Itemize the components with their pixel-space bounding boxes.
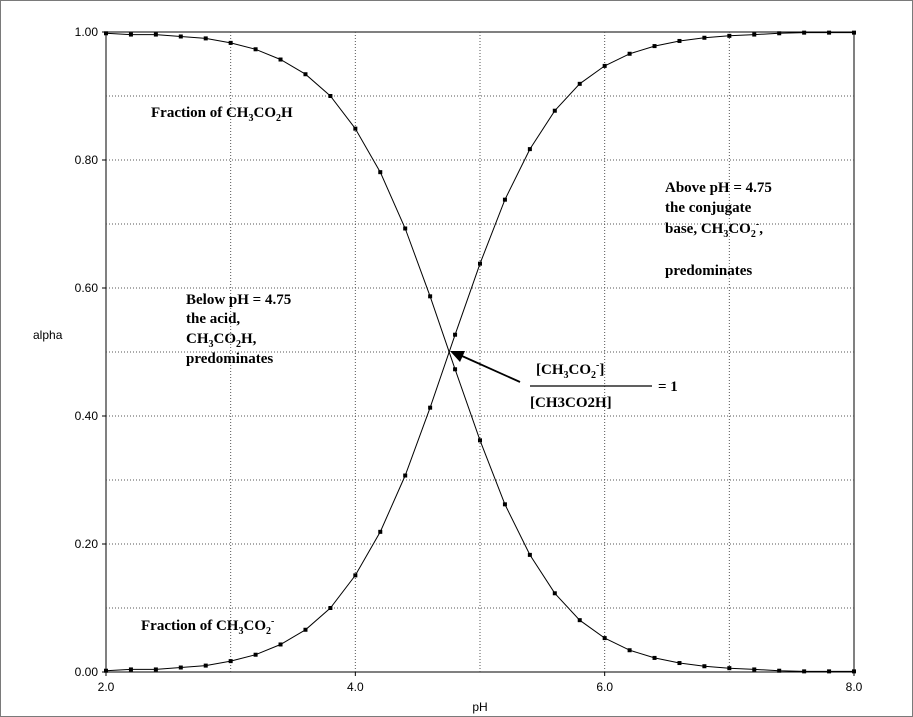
y-tick-label: 0.00 <box>75 665 99 679</box>
y-axis-title: alpha <box>33 328 63 342</box>
data-point <box>602 636 607 641</box>
data-point <box>552 591 557 596</box>
data-point <box>777 31 782 36</box>
data-point <box>752 667 757 672</box>
x-tick-label: 2.0 <box>98 680 115 694</box>
data-point <box>577 81 582 86</box>
data-point <box>827 669 832 674</box>
data-point <box>228 40 233 45</box>
data-point <box>128 667 133 672</box>
data-point <box>353 126 358 131</box>
y-tick-label: 0.60 <box>75 281 99 295</box>
x-axis-title: pH <box>472 700 487 714</box>
y-tick-label: 0.40 <box>75 409 99 423</box>
data-point <box>253 652 258 657</box>
data-point <box>253 47 258 52</box>
y-tick-label: 0.80 <box>75 153 99 167</box>
data-point <box>203 663 208 668</box>
data-point <box>104 31 108 36</box>
svg-text:predominates: predominates <box>186 351 273 367</box>
svg-text:predominates: predominates <box>665 263 752 279</box>
data-point <box>328 94 333 98</box>
svg-text:base, CH3CO2-,: base, CH3CO2-, <box>665 219 763 240</box>
data-point <box>502 197 507 202</box>
data-point <box>552 108 557 113</box>
data-point <box>178 665 183 670</box>
data-point <box>378 529 383 534</box>
data-point <box>403 226 408 231</box>
x-tick-label: 4.0 <box>347 680 364 694</box>
data-point <box>303 627 308 632</box>
data-point <box>128 32 133 37</box>
series-layer <box>104 30 856 674</box>
data-point <box>727 666 732 671</box>
data-point <box>652 655 657 660</box>
data-point <box>652 44 657 49</box>
data-point <box>752 32 757 37</box>
data-point <box>278 57 283 62</box>
svg-text:the conjugate: the conjugate <box>665 200 752 216</box>
data-point <box>478 438 482 443</box>
x-tick-label: 8.0 <box>846 680 863 694</box>
data-point <box>852 30 856 35</box>
data-point <box>852 669 856 674</box>
data-point <box>428 294 433 299</box>
y-tick-label: 1.00 <box>75 25 99 39</box>
data-point <box>303 72 308 77</box>
ratio-arrow-head <box>450 351 465 362</box>
y-tick-label: 0.20 <box>75 537 99 551</box>
data-point <box>677 38 682 43</box>
data-point <box>627 648 632 653</box>
data-point <box>153 667 158 672</box>
data-point <box>278 642 283 647</box>
data-point <box>178 34 183 39</box>
data-point <box>702 35 707 40</box>
data-point <box>577 618 582 623</box>
data-point <box>378 170 383 175</box>
data-point <box>677 661 682 666</box>
svg-text:[CH3CO2H]: [CH3CO2H] <box>530 395 612 411</box>
data-point <box>353 573 358 578</box>
data-point <box>104 668 108 673</box>
data-point <box>627 51 632 56</box>
data-point <box>153 32 158 37</box>
data-point <box>727 33 732 38</box>
svg-text:the acid,: the acid, <box>186 311 240 327</box>
data-point <box>453 332 458 337</box>
data-point <box>203 36 208 41</box>
data-point <box>702 664 707 669</box>
data-point <box>502 502 507 507</box>
ratio-arrow-line <box>461 355 521 383</box>
data-point <box>328 606 333 610</box>
x-tick-labels: 2.0 4.0 6.0 8.0 <box>98 672 863 694</box>
data-point <box>428 405 433 410</box>
data-point <box>478 261 482 266</box>
x-tick-label: 6.0 <box>596 680 613 694</box>
base-fraction-label: Fraction of CH3CO2- <box>141 616 274 637</box>
svg-text:= 1: = 1 <box>658 379 678 395</box>
data-point <box>527 552 532 557</box>
data-point <box>777 668 782 673</box>
ratio-annotation: [CH3CO2-] [CH3CO2H] = 1 <box>450 351 678 411</box>
above-annotation: Above pH = 4.75 the conjugate base, CH3C… <box>665 180 772 279</box>
data-point <box>403 473 408 478</box>
svg-text:CH3CO2H,: CH3CO2H, <box>186 331 257 350</box>
acid-fraction-label: Fraction of CH3CO2H <box>151 105 293 124</box>
data-point <box>228 659 233 664</box>
svg-text:Below pH = 4.75: Below pH = 4.75 <box>186 292 291 308</box>
data-point <box>827 30 832 35</box>
data-point <box>527 147 532 152</box>
svg-text:[CH3CO2-]: [CH3CO2-] <box>536 360 604 381</box>
data-point <box>802 30 807 35</box>
svg-text:Above pH = 4.75: Above pH = 4.75 <box>665 180 772 196</box>
y-tick-labels: 0.00 0.20 0.40 0.60 0.80 1.00 <box>75 25 106 679</box>
data-point <box>602 63 607 68</box>
data-point <box>802 669 807 674</box>
data-point <box>453 367 458 372</box>
below-annotation: Below pH = 4.75 the acid, CH3CO2H, predo… <box>186 292 291 367</box>
